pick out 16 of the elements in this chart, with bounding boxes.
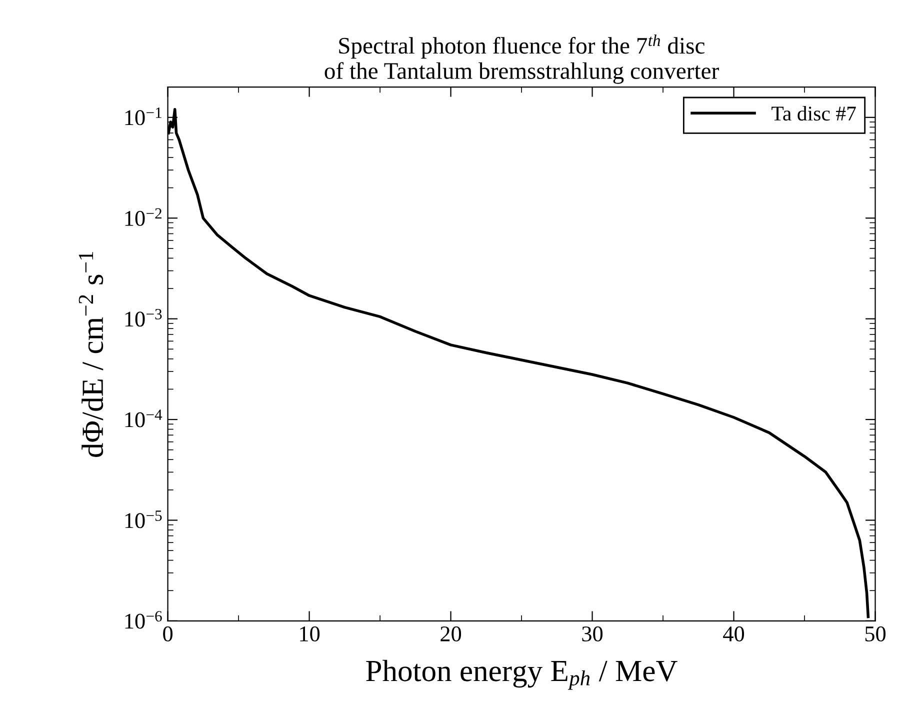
x-tick-label: 0 [163, 626, 173, 642]
x-tick-label: 50 [865, 626, 886, 642]
legend-label: Ta disc #7 [772, 106, 856, 121]
y-tick-label: 10$^{−5}$ [125, 510, 162, 528]
y-tick-label: 10$^{−6}$ [125, 611, 162, 629]
y-axis-title: dΦ/dE / cm$^{−2}$ s$^{−1}$ [78, 252, 104, 457]
x-tick-label: 10 [300, 626, 320, 642]
y-tick-label: 10$^{−3}$ [125, 308, 162, 327]
x-tick-label: 40 [723, 626, 744, 642]
y-tick-label: 10$^{−4}$ [125, 410, 162, 428]
x-tick-label: 30 [582, 626, 603, 642]
x-axis-title: Photon energy E$_{ph}$ / MeV [366, 660, 678, 690]
y-tick-label: 10$^{−2}$ [125, 208, 162, 226]
y-tick-label: 10$^{−1}$ [125, 108, 162, 126]
chart-title: Spectral photon fluence for the 7$^{th}$ disc of the Tantalum bremsstrahlung converter [324, 34, 719, 84]
x-tick-label: 20 [440, 626, 462, 642]
